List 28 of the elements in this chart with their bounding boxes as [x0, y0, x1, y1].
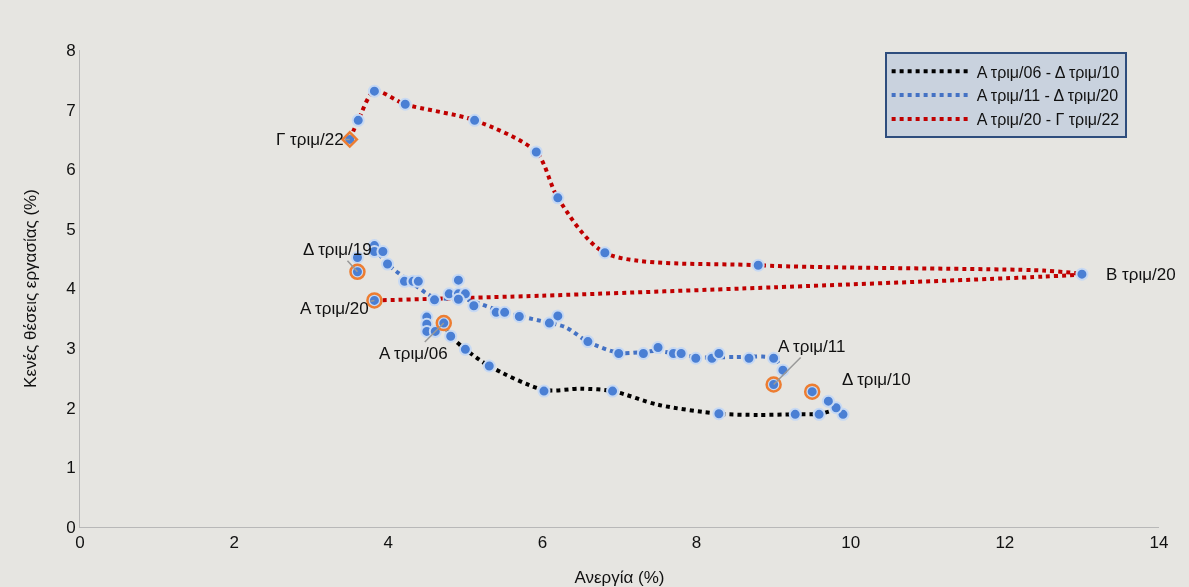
annotation: Α τριμ/20 [300, 299, 369, 318]
y-tick-label: 8 [66, 40, 76, 60]
y-tick-label: 1 [66, 458, 76, 478]
x-tick-label: 6 [537, 533, 548, 553]
x-tick-label: 8 [691, 533, 702, 553]
legend-label: Α τριμ/11 - Δ τριμ/20 [976, 87, 1119, 105]
x-tick-label: 10 [841, 533, 861, 553]
x-tick-label: 14 [1149, 533, 1169, 553]
annotation: Δ τριμ/10 [842, 370, 911, 389]
legend-label: Α τριμ/06 - Δ τριμ/10 [976, 63, 1120, 81]
annotation: Δ τριμ/19 [303, 240, 372, 259]
y-axis-title: Κενές θέσεις εργασίας (%) [21, 189, 40, 388]
y-tick-label: 6 [66, 160, 76, 180]
y-tick-label: 5 [66, 219, 76, 239]
annotation: Γ τριμ/22 [276, 130, 344, 149]
annotation: Α τριμ/11 [778, 337, 846, 356]
x-axis-title: Ανεργία (%) [574, 568, 665, 587]
y-tick-label: 7 [66, 100, 76, 120]
x-tick-label: 4 [383, 533, 394, 553]
x-tick-label: 12 [995, 533, 1015, 553]
annotation: Α τριμ/06 [379, 344, 448, 363]
y-tick-label: 4 [66, 279, 76, 299]
legend-label: Α τριμ/20 - Γ τριμ/22 [976, 111, 1120, 129]
x-tick-label: 2 [229, 533, 239, 553]
y-tick-label: 3 [66, 339, 76, 359]
y-tick-label: 2 [66, 398, 76, 418]
annotation: Β τριμ/20 [1106, 265, 1176, 284]
y-tick-label: 0 [66, 517, 76, 537]
